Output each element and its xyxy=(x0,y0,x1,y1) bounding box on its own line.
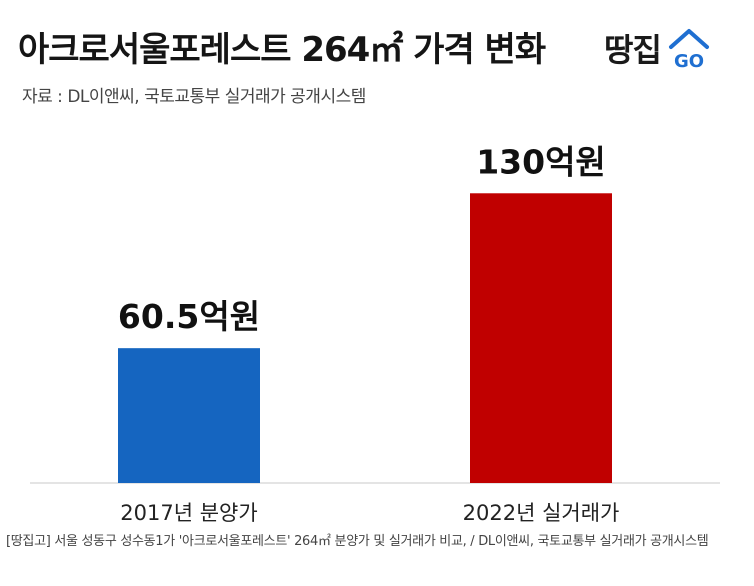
category-label-1: 2017년 분양가 xyxy=(120,501,257,525)
photo-caption: [땅집고] 서울 성동구 성수동1가 '아크로서울포레스트' 264㎡ 분양가 … xyxy=(6,534,709,549)
category-label-2: 2022년 실거래가 xyxy=(463,501,620,525)
ttangzipgo-logo: 땅집 GO xyxy=(604,24,711,72)
source-note: 자료 : DL이앤씨, 국토교통부 실거래가 공개시스템 xyxy=(22,87,366,107)
chart-header: 아크로서울포레스트 264㎡ 가격 변화 자료 : DL이앤씨, 국토교통부 실… xyxy=(0,0,754,110)
data-label-2: 130억원 xyxy=(476,142,606,181)
bar-chart: 60.5억원 2017년 분양가 130억원 2022년 실거래가 xyxy=(30,142,720,525)
house-go-icon: GO xyxy=(668,29,709,71)
svg-text:GO: GO xyxy=(674,51,704,71)
data-label-1: 60.5억원 xyxy=(118,297,260,336)
bar-2 xyxy=(470,193,612,483)
logo-text: 땅집 xyxy=(604,31,662,69)
chart-title: 아크로서울포레스트 264㎡ 가격 변화 xyxy=(18,30,546,70)
bar-1 xyxy=(118,348,260,483)
